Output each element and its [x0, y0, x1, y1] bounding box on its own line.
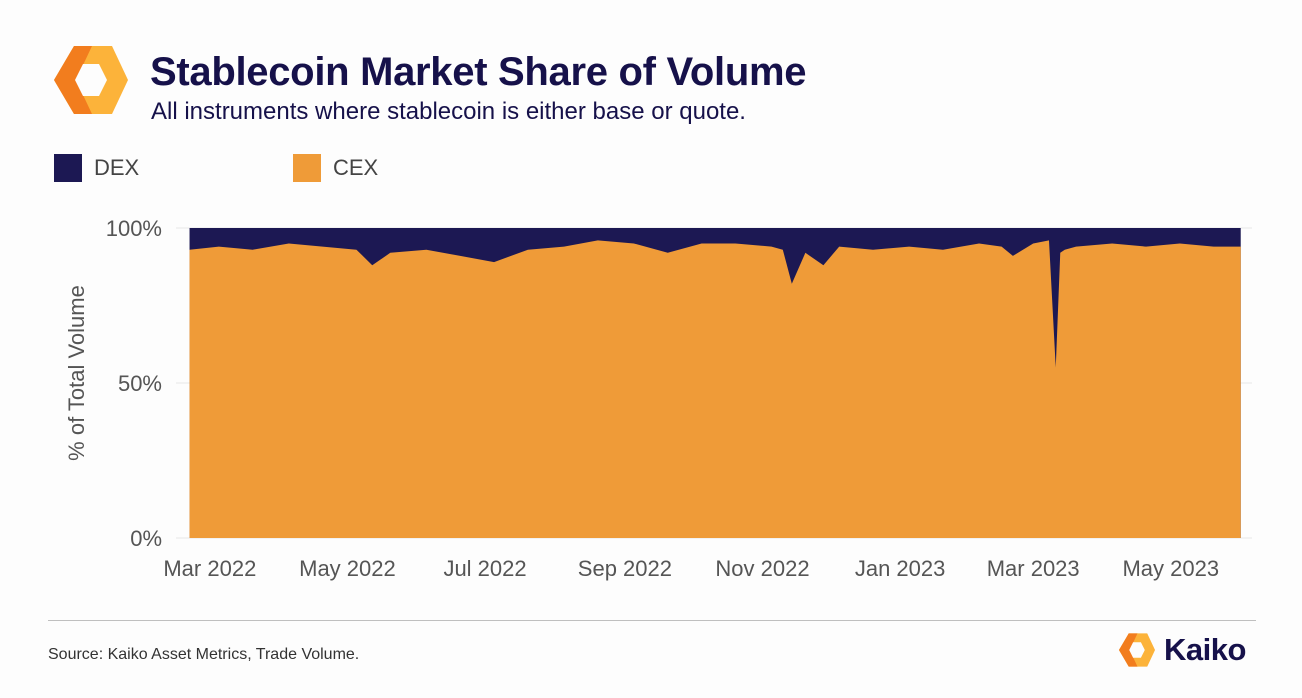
legend-label-cex: CEX	[333, 155, 379, 180]
x-tick-label-4: Nov 2022	[715, 556, 809, 581]
x-tick-label-2: Jul 2022	[443, 556, 526, 581]
legend-item-dex: DEX	[54, 153, 139, 183]
x-tick-label-7: May 2023	[1122, 556, 1219, 581]
y-tick-label-0: 0%	[130, 526, 162, 551]
x-tick-label-1: May 2022	[299, 556, 396, 581]
y-tick-label-1: 50%	[118, 371, 162, 396]
y-tick-label-2: 100%	[106, 216, 162, 241]
legend-item-cex: CEX	[293, 153, 378, 183]
legend-label-dex: DEX	[94, 155, 140, 180]
area-cex	[189, 240, 1241, 538]
x-tick-label-3: Sep 2022	[578, 556, 672, 581]
x-tick-label-0: Mar 2022	[163, 556, 256, 581]
kaiko-logo-icon	[54, 46, 128, 114]
x-tick-label-6: Mar 2023	[987, 556, 1080, 581]
legend-swatch-cex	[293, 154, 321, 182]
chart-subtitle: All instruments where stablecoin is eith…	[151, 98, 746, 125]
source-note: Source: Kaiko Asset Metrics, Trade Volum…	[48, 646, 360, 663]
kaiko-brand-icon	[1118, 633, 1156, 667]
legend-swatch-dex	[54, 154, 82, 182]
brand-name: Kaiko	[1164, 632, 1246, 667]
footer-divider	[48, 620, 1256, 621]
x-tick-label-5: Jan 2023	[855, 556, 946, 581]
y-axis-label: % of Total Volume	[64, 285, 89, 461]
chart-title: Stablecoin Market Share of Volume	[150, 50, 807, 94]
kaiko-brand: Kaiko	[1118, 630, 1246, 670]
